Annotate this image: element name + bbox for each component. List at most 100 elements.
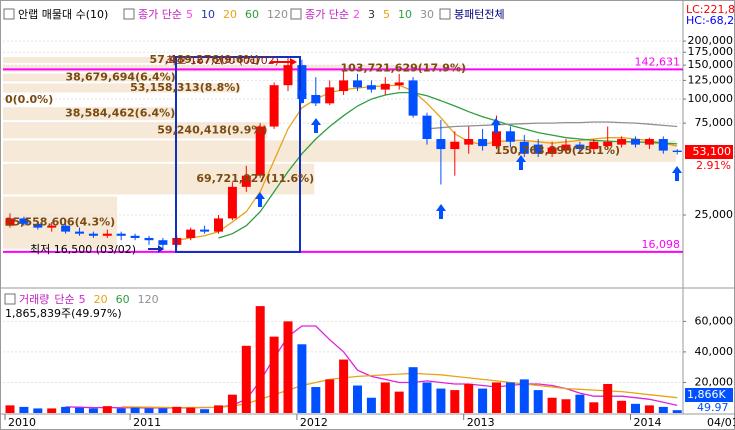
last-volume-label: 1,866K bbox=[687, 388, 726, 401]
checkbox[interactable] bbox=[4, 293, 16, 305]
y-tick-label: 75,000 bbox=[695, 116, 734, 129]
volume-bar bbox=[533, 390, 543, 413]
volume-bar bbox=[19, 406, 29, 413]
low-arrow bbox=[148, 245, 164, 253]
y-tick-label: 200,000 bbox=[688, 34, 734, 47]
arrow-icon bbox=[491, 118, 501, 133]
candle-body bbox=[19, 218, 29, 224]
reference-label: 142,631 bbox=[635, 55, 681, 68]
low-label: 최저 16,500 (03/02) bbox=[30, 243, 136, 256]
profile-label: 59,240,418(9.9%) bbox=[157, 123, 267, 136]
candle-body bbox=[547, 147, 557, 154]
y-tick-label: 40,000 bbox=[695, 345, 734, 358]
reference-label: 16,098 bbox=[642, 238, 681, 251]
y-tick-label: 100,000 bbox=[688, 92, 734, 105]
volume-bar bbox=[158, 408, 168, 413]
volume-bar bbox=[61, 406, 71, 413]
volume-bar bbox=[394, 391, 404, 413]
volume-bar bbox=[33, 408, 43, 413]
ma-line bbox=[218, 91, 678, 239]
volume-bar bbox=[5, 405, 15, 413]
legend-label: 3 bbox=[368, 8, 375, 21]
candle-body bbox=[88, 233, 98, 236]
volume-bar bbox=[492, 382, 501, 413]
profile-bar bbox=[3, 107, 176, 121]
candle-body bbox=[422, 115, 432, 140]
profile-bar bbox=[3, 122, 268, 139]
legend-label: 30 bbox=[420, 8, 434, 21]
candle-body bbox=[575, 144, 585, 150]
y-tick-label: 150,000 bbox=[688, 58, 734, 71]
last-volume-box bbox=[685, 388, 733, 402]
legend-label: 종가 단순 bbox=[305, 8, 349, 21]
y-tick-label: 175,000 bbox=[688, 45, 734, 58]
checkbox[interactable] bbox=[3, 8, 15, 20]
candle-body bbox=[297, 65, 307, 100]
volume-bar bbox=[88, 408, 98, 413]
volume-bar bbox=[75, 407, 84, 413]
candle-body bbox=[33, 223, 43, 228]
labels: 안랩 매물대 수(10) 종가 단순 5 10 20 60 120 종가 단순 2 3 5 10 30 봉… bbox=[5, 3, 735, 429]
candle-body bbox=[464, 139, 474, 145]
volume-bar bbox=[505, 382, 515, 413]
candle-body bbox=[158, 240, 168, 245]
legend-label: 봉패턴전체 bbox=[454, 8, 505, 21]
volume-bar bbox=[227, 394, 237, 413]
volume-bar bbox=[47, 408, 57, 413]
candle-body bbox=[561, 144, 571, 151]
legend-label: 2 bbox=[353, 8, 360, 21]
checkbox[interactable] bbox=[439, 8, 451, 20]
volume-bar bbox=[380, 382, 390, 413]
volume-summary: 1,865,839주(49.97%) bbox=[5, 307, 122, 320]
checkbox[interactable] bbox=[290, 8, 302, 20]
candle-body bbox=[144, 237, 154, 241]
candle-body bbox=[658, 139, 668, 151]
volume-bar bbox=[297, 344, 307, 413]
profile-label: 69,721,027(11.6%) bbox=[196, 172, 314, 185]
ma-line bbox=[176, 84, 678, 241]
candle-body bbox=[603, 141, 613, 147]
checkbox[interactable] bbox=[123, 8, 135, 20]
candle-body bbox=[353, 80, 362, 88]
change-label: 2.91% bbox=[696, 159, 731, 172]
candle-body bbox=[61, 225, 71, 232]
volume-bar bbox=[631, 403, 640, 413]
candle-body bbox=[617, 139, 627, 145]
candle-body bbox=[241, 175, 251, 187]
volume-bar bbox=[255, 306, 265, 413]
profile-label: 57,489,276(9.6%) bbox=[149, 53, 259, 66]
candle-body bbox=[102, 233, 112, 236]
profile-label: 53,158,313(8.8%) bbox=[130, 81, 240, 94]
volume-bar bbox=[186, 407, 196, 413]
corner-label: LC:221,8 bbox=[686, 3, 735, 16]
candle-body bbox=[519, 141, 529, 154]
volume-bar bbox=[672, 410, 682, 413]
candle-body bbox=[214, 218, 223, 232]
high-label: 최고 167,200 (01/02) bbox=[166, 54, 279, 67]
candle-body bbox=[116, 233, 126, 236]
volume-bar bbox=[353, 385, 362, 413]
profile-label: 103,721,629(17.9%) bbox=[341, 61, 466, 74]
legend-label: 20 bbox=[223, 8, 237, 21]
candle-body bbox=[450, 141, 460, 150]
volume-bar bbox=[144, 408, 154, 413]
volume-bar bbox=[241, 345, 251, 413]
candle-body bbox=[311, 94, 321, 104]
candle-body bbox=[436, 139, 446, 150]
candle-body bbox=[672, 150, 682, 153]
candle-body bbox=[227, 186, 237, 219]
y-tick-label: 125,000 bbox=[688, 73, 734, 86]
candle-body bbox=[478, 139, 488, 147]
candles bbox=[5, 56, 682, 413]
arrow-icon bbox=[311, 118, 321, 133]
x-tick-label: 2013 bbox=[467, 416, 495, 429]
legend-label: 120 bbox=[138, 293, 159, 306]
volume-bar bbox=[200, 409, 210, 413]
arrow-icon bbox=[436, 204, 446, 219]
candle-body bbox=[533, 144, 543, 154]
legend-label: 안랩 매물대 수(10) bbox=[18, 8, 108, 21]
legend-label: 5 bbox=[383, 8, 390, 21]
profile-label: 0(0.0%) bbox=[5, 93, 53, 106]
volume-bar bbox=[561, 399, 571, 413]
profile-bar bbox=[3, 83, 241, 93]
